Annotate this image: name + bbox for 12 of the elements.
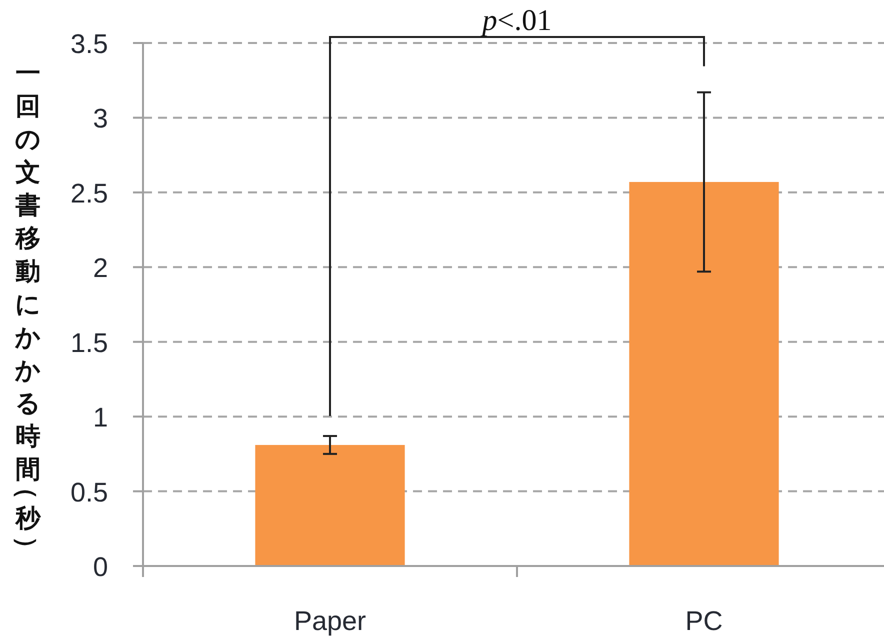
y-tick-label: 2 bbox=[92, 253, 108, 284]
text: p<.01 bbox=[480, 4, 552, 37]
y-tick-label: 0.5 bbox=[70, 477, 108, 508]
x-tick-label: Paper bbox=[294, 606, 366, 636]
y-tick-label: 1.5 bbox=[70, 328, 108, 358]
y-tick-label: 0 bbox=[92, 552, 108, 582]
y-tick-label: 3 bbox=[92, 104, 108, 134]
y-tick-label: 3.5 bbox=[70, 29, 108, 59]
y-tick-label: 2.5 bbox=[70, 178, 108, 208]
x-tick-label: PC bbox=[685, 606, 723, 636]
y-tick-label: 1 bbox=[92, 402, 108, 433]
y-axis-title: 一回の文書移動にかかる時間（秒） bbox=[12, 60, 41, 561]
